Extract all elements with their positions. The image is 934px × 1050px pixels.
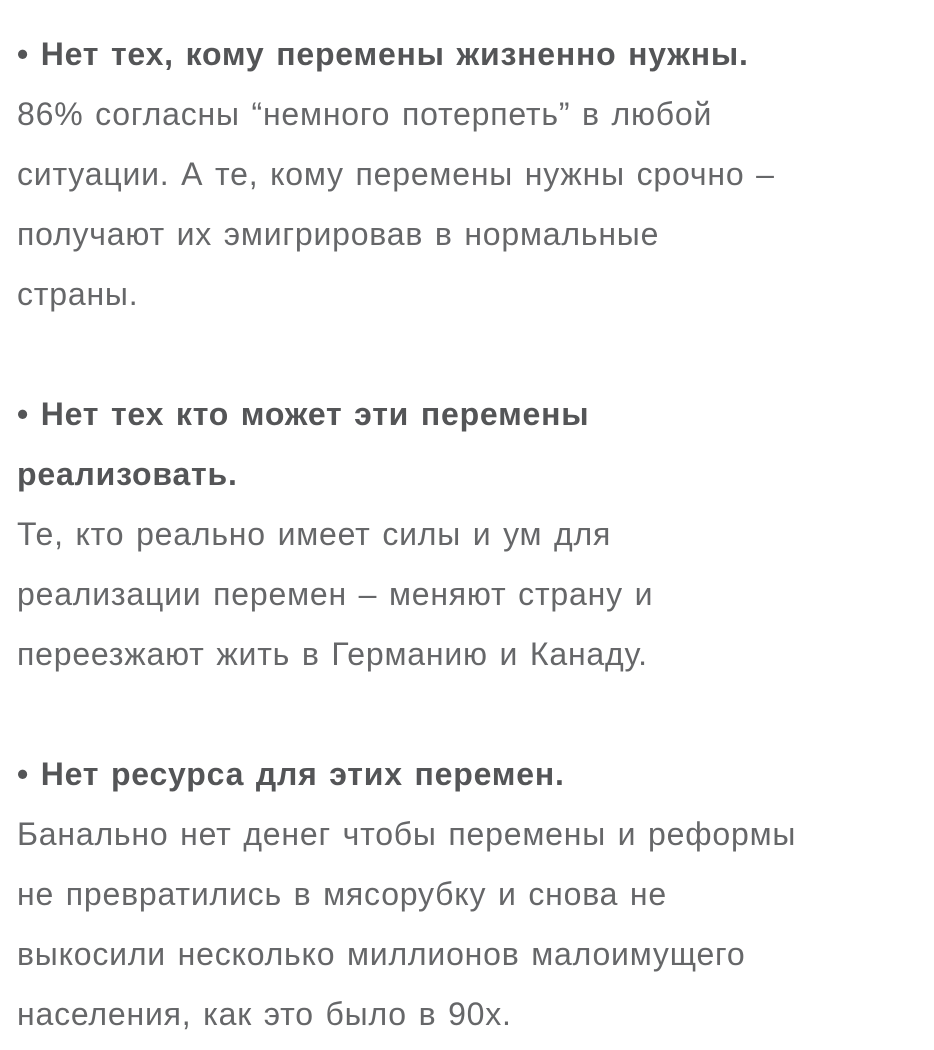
body-line: Банально нет денег чтобы перемены и рефо… — [17, 816, 797, 852]
body-line: не превратились в мясорубку и снова не — [17, 876, 667, 912]
bullet-section: • Нет ресурса для этих перемен. Банально … — [17, 744, 914, 1044]
bullet-heading: • Нет ресурса для этих перемен. — [17, 744, 914, 804]
body-line: переезжают жить в Германию и Канаду. — [17, 636, 648, 672]
body-line: Те, кто реально имеет силы и ум для — [17, 516, 612, 552]
bullet-section: • Нет тех кто может эти перемены реализов… — [17, 384, 914, 684]
heading-line: • Нет тех, кому перемены жизненно нужны. — [17, 36, 749, 72]
heading-line: • Нет ресурса для этих перемен. — [17, 756, 565, 792]
heading-line: • Нет тех кто может эти перемены — [17, 396, 590, 432]
bullet-body: Банально нет денег чтобы перемены и рефо… — [17, 804, 914, 1044]
body-line: ситуации. А те, кому перемены нужны сроч… — [17, 156, 775, 192]
body-line: получают их эмигрировав в нормальные — [17, 216, 660, 252]
bullet-heading: • Нет тех, кому перемены жизненно нужны. — [17, 24, 914, 84]
body-line: населения, как это было в 90х. — [17, 996, 512, 1032]
body-line: страны. — [17, 276, 139, 312]
bullet-body: Те, кто реально имеет силы и ум для реали… — [17, 504, 914, 684]
bullet-body: 86% согласны “немного потерпеть” в любой… — [17, 84, 914, 324]
bullet-section: • Нет тех, кому перемены жизненно нужны.… — [17, 24, 914, 324]
heading-line: реализовать. — [17, 456, 238, 492]
body-line: реализации перемен – меняют страну и — [17, 576, 654, 612]
body-line: выкосили несколько миллионов малоимущего — [17, 936, 746, 972]
bullet-heading: • Нет тех кто может эти перемены реализов… — [17, 384, 914, 504]
sections: • Нет тех, кому перемены жизненно нужны.… — [17, 24, 914, 1044]
body-line: 86% согласны “немного потерпеть” в любой — [17, 96, 713, 132]
